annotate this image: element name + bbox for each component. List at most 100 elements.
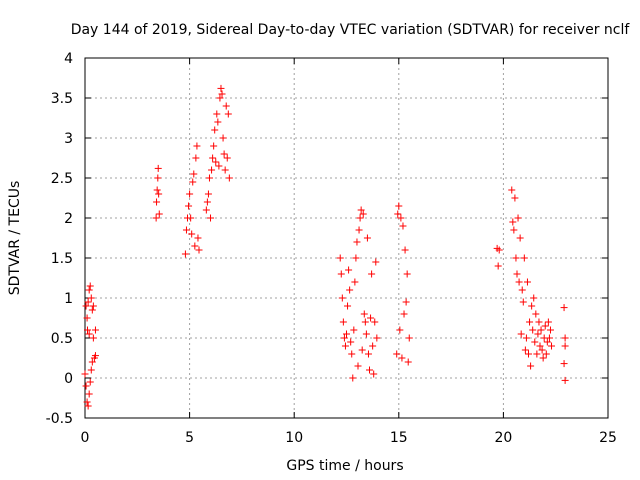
data-point bbox=[533, 350, 541, 358]
data-point bbox=[338, 294, 346, 302]
data-point bbox=[208, 166, 216, 174]
data-point bbox=[397, 214, 405, 222]
data-point bbox=[188, 230, 196, 238]
data-point bbox=[350, 326, 358, 334]
data-point bbox=[516, 234, 524, 242]
data-point bbox=[222, 102, 230, 110]
data-point bbox=[88, 306, 96, 314]
data-point bbox=[529, 326, 537, 334]
data-point bbox=[355, 226, 363, 234]
data-point bbox=[220, 150, 228, 158]
data-point bbox=[347, 338, 355, 346]
data-point bbox=[369, 342, 377, 350]
data-point bbox=[395, 202, 403, 210]
data-point bbox=[155, 190, 163, 198]
data-point bbox=[86, 282, 94, 290]
data-point bbox=[186, 190, 194, 198]
data-point bbox=[511, 194, 519, 202]
data-point bbox=[398, 354, 406, 362]
data-point bbox=[519, 298, 527, 306]
data-point bbox=[193, 142, 201, 150]
x-tick-label: 20 bbox=[494, 430, 512, 446]
data-point bbox=[88, 358, 96, 366]
chart-title: Day 144 of 2019, Sidereal Day-to-day VTE… bbox=[71, 22, 631, 38]
grid bbox=[85, 58, 608, 418]
data-point bbox=[399, 222, 407, 230]
data-point bbox=[537, 326, 545, 334]
x-tick-label: 10 bbox=[285, 430, 303, 446]
data-point bbox=[211, 126, 219, 134]
data-point bbox=[214, 118, 222, 126]
data-point bbox=[523, 278, 531, 286]
data-point bbox=[217, 84, 225, 92]
data-point bbox=[534, 330, 542, 338]
data-point bbox=[189, 178, 197, 186]
data-point bbox=[85, 286, 93, 294]
data-point bbox=[84, 326, 92, 334]
data-point bbox=[560, 360, 568, 368]
y-tick-label: 0.5 bbox=[51, 331, 73, 347]
data-point bbox=[351, 278, 359, 286]
data-point bbox=[368, 270, 376, 278]
data-point bbox=[89, 302, 97, 310]
data-point bbox=[539, 354, 547, 362]
data-point bbox=[361, 318, 369, 326]
data-point bbox=[531, 338, 539, 346]
data-point bbox=[366, 366, 374, 374]
data-point bbox=[546, 326, 554, 334]
data-point bbox=[508, 186, 516, 194]
y-tick-label: 1.5 bbox=[51, 251, 73, 267]
data-point bbox=[545, 334, 553, 342]
data-point bbox=[560, 304, 568, 312]
data-point bbox=[153, 198, 161, 206]
data-point bbox=[154, 164, 162, 172]
data-point bbox=[513, 270, 521, 278]
data-point bbox=[494, 262, 502, 270]
data-point bbox=[514, 214, 522, 222]
data-point bbox=[194, 234, 202, 242]
data-point bbox=[349, 374, 357, 382]
y-tick-label: 3 bbox=[64, 131, 73, 147]
data-point bbox=[83, 314, 91, 322]
data-point bbox=[346, 286, 354, 294]
data-point bbox=[225, 174, 233, 182]
data-point bbox=[336, 254, 344, 262]
data-point bbox=[82, 382, 90, 390]
data-point bbox=[393, 350, 401, 358]
y-tick-label: 3.5 bbox=[51, 91, 73, 107]
data-point bbox=[518, 286, 526, 294]
data-point bbox=[510, 226, 518, 234]
data-point bbox=[371, 318, 379, 326]
data-point bbox=[203, 198, 211, 206]
data-point bbox=[525, 350, 533, 358]
data-point bbox=[403, 270, 411, 278]
data-point bbox=[91, 352, 99, 360]
y-tick-label: 0 bbox=[64, 371, 73, 387]
data-point bbox=[84, 298, 92, 306]
data-point bbox=[364, 350, 372, 358]
data-point bbox=[404, 358, 412, 366]
x-axis-label: GPS time / hours bbox=[286, 458, 403, 474]
data-point bbox=[348, 350, 356, 358]
data-point bbox=[219, 134, 227, 142]
data-point bbox=[216, 94, 224, 102]
x-tick-label: 5 bbox=[185, 430, 194, 446]
data-point bbox=[185, 202, 193, 210]
data-point bbox=[182, 226, 190, 234]
x-tick-label: 15 bbox=[390, 430, 408, 446]
data-point bbox=[515, 278, 523, 286]
plot-frame bbox=[84, 57, 609, 419]
data-point bbox=[359, 210, 367, 218]
data-point bbox=[536, 342, 544, 350]
data-point bbox=[213, 110, 221, 118]
data-point bbox=[538, 346, 546, 354]
data-point bbox=[401, 246, 409, 254]
data-point bbox=[544, 318, 552, 326]
x-tick-label: 25 bbox=[599, 430, 617, 446]
data-point bbox=[509, 218, 517, 226]
data-point bbox=[192, 154, 200, 162]
data-point bbox=[218, 90, 226, 98]
x-tick-label: 0 bbox=[81, 430, 90, 446]
data-point bbox=[542, 350, 550, 358]
data-point bbox=[394, 210, 402, 218]
